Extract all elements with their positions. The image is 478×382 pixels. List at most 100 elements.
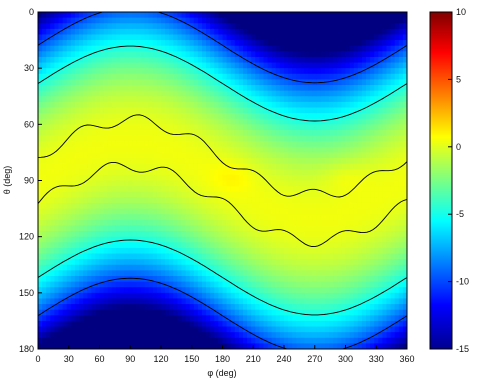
heatmap-cell <box>345 292 351 300</box>
heatmap-cell <box>353 118 359 125</box>
heatmap-cell <box>255 309 260 316</box>
heatmap-cell <box>361 79 367 86</box>
heatmap-cell <box>296 96 301 103</box>
heatmap-cell <box>111 169 117 176</box>
heatmap-cell <box>62 191 68 198</box>
heatmap-cell <box>70 40 76 47</box>
heatmap-cell <box>99 40 105 47</box>
heatmap-cell <box>288 51 293 58</box>
heatmap-cell <box>275 219 281 227</box>
heatmap-cell <box>197 225 203 232</box>
heatmap-cell <box>99 73 105 80</box>
heatmap-cell <box>152 315 158 322</box>
heatmap-cell <box>312 45 318 52</box>
heatmap-cell <box>152 17 158 24</box>
heatmap-cell <box>128 124 133 131</box>
heatmap-cell <box>333 34 338 41</box>
heatmap-cell <box>103 298 109 305</box>
heatmap-cell <box>83 158 88 165</box>
heatmap-cell <box>238 309 244 316</box>
heatmap-cell <box>111 259 117 266</box>
heatmap-cell <box>91 17 96 24</box>
heatmap-cell <box>292 264 297 271</box>
heatmap-cell <box>50 34 55 41</box>
heatmap-cell <box>333 304 338 311</box>
heatmap-cell <box>226 40 232 47</box>
heatmap-cell <box>374 242 379 249</box>
heatmap-cell <box>124 270 129 277</box>
heatmap-cell <box>259 191 265 198</box>
heatmap-cell <box>263 174 269 182</box>
heatmap-cell <box>316 320 322 328</box>
heatmap-cell <box>136 264 142 271</box>
heatmap-cell <box>156 169 162 176</box>
heatmap-cell <box>54 281 60 288</box>
heatmap-cell <box>243 253 248 260</box>
heatmap-cell <box>374 152 379 159</box>
heatmap-cell <box>234 79 240 86</box>
heatmap-cell <box>300 315 306 322</box>
heatmap-cell <box>50 242 55 249</box>
heatmap-cell <box>230 225 236 232</box>
heatmap-cell <box>234 219 240 227</box>
heatmap-cell <box>361 96 367 103</box>
heatmap-cell <box>193 292 199 300</box>
heatmap-cell <box>255 146 260 154</box>
heatmap-cell <box>243 12 248 19</box>
heatmap-cell <box>193 275 199 283</box>
heatmap-cell <box>238 51 244 58</box>
heatmap-cell <box>173 214 178 221</box>
heatmap-cell <box>284 96 289 103</box>
heatmap-cell <box>181 90 187 97</box>
heatmap-cell <box>349 169 355 176</box>
heatmap-cell <box>292 169 297 176</box>
heatmap-cell <box>292 40 297 47</box>
heatmap-cell <box>165 219 170 227</box>
heatmap-cell <box>214 320 219 328</box>
heatmap-cell <box>251 197 256 204</box>
heatmap-cell <box>87 118 92 125</box>
heatmap-cell <box>263 298 269 305</box>
heatmap-cell <box>230 292 236 300</box>
heatmap-cell <box>337 158 342 165</box>
heatmap-cell <box>193 34 199 41</box>
heatmap-cell <box>361 34 367 41</box>
heatmap-cell <box>312 28 318 36</box>
heatmap-cell <box>124 264 129 271</box>
heatmap-cell <box>263 113 269 120</box>
heatmap-cell <box>300 304 306 311</box>
heatmap-cell <box>304 96 310 103</box>
heatmap-cell <box>111 51 117 58</box>
heatmap-cell <box>58 180 64 187</box>
heatmap-cell <box>70 197 76 204</box>
heatmap-cell <box>58 337 64 344</box>
heatmap-cell <box>341 197 347 204</box>
heatmap-cell <box>62 292 68 300</box>
heatmap-cell <box>120 152 125 159</box>
heatmap-cell <box>173 96 178 103</box>
heatmap-cell <box>91 62 96 69</box>
heatmap-cell <box>185 236 191 243</box>
heatmap-cell <box>263 315 269 322</box>
heatmap-cell <box>361 247 367 255</box>
heatmap-cell <box>161 129 166 137</box>
heatmap-cell <box>136 79 142 86</box>
heatmap-cell <box>148 113 154 120</box>
heatmap-cell <box>263 186 269 193</box>
heatmap-cell <box>197 152 203 159</box>
heatmap-cell <box>349 270 355 277</box>
heatmap-cell <box>361 281 367 288</box>
heatmap-cell <box>378 68 383 75</box>
heatmap-cell <box>62 281 68 288</box>
heatmap-cell <box>234 309 240 316</box>
heatmap-cell <box>115 174 121 182</box>
heatmap-cell <box>320 17 326 24</box>
heatmap-cell <box>87 242 92 249</box>
heatmap-cell <box>169 219 174 227</box>
heatmap-cell <box>185 34 191 41</box>
heatmap-cell <box>279 197 285 204</box>
heatmap-cell <box>325 247 330 255</box>
heatmap-cell <box>177 141 183 148</box>
heatmap-cell <box>189 259 195 266</box>
heatmap-cell <box>120 56 125 64</box>
